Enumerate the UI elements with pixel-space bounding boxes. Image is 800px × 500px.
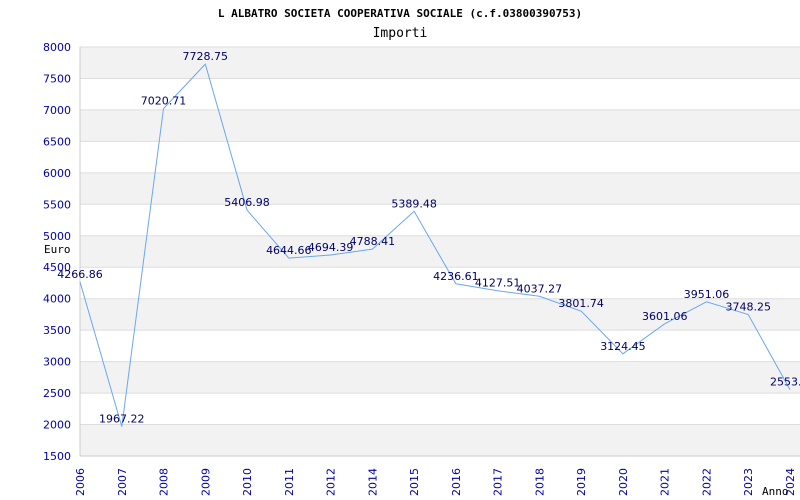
x-tick-label: 2023 <box>742 468 755 496</box>
x-tick-label: 2022 <box>700 468 713 496</box>
data-label: 7020.71 <box>141 95 187 108</box>
x-tick-label: 2006 <box>74 468 87 496</box>
grid-bands <box>80 47 800 456</box>
y-tick-label: 7500 <box>43 72 71 85</box>
x-tick-label: 2021 <box>659 468 672 496</box>
x-tick-label: 2015 <box>408 468 421 496</box>
grid-band <box>80 424 800 456</box>
chart-title: L ALBATRO SOCIETA COOPERATIVA SOCIALE (c… <box>218 7 582 20</box>
data-label: 3801.74 <box>558 297 604 310</box>
data-label: 4788.41 <box>350 235 396 248</box>
x-tick-label: 2012 <box>325 468 338 496</box>
x-tick-label: 2007 <box>116 468 129 496</box>
y-tick-label: 4000 <box>43 293 71 306</box>
y-tick-label: 3500 <box>43 324 71 337</box>
y-tick-label: 5000 <box>43 230 71 243</box>
x-tick-label: 2016 <box>450 468 463 496</box>
data-label: 4127.51 <box>475 277 521 290</box>
y-tick-label: 4500 <box>43 261 71 274</box>
series-line <box>79 63 791 427</box>
y-axis-label: Euro <box>44 243 71 256</box>
data-label: 3748.25 <box>725 301 771 314</box>
x-tick-label: 2011 <box>283 468 296 496</box>
x-tick-label: 2009 <box>199 468 212 496</box>
x-axis-label: Anno <box>762 485 789 498</box>
data-label: 4037.27 <box>517 282 563 295</box>
data-label: 4644.66 <box>266 244 312 257</box>
data-label: 4694.39 <box>308 241 354 254</box>
data-labels: 4266.86 1967.22 7020.71 7728.75 5406.98 4644.… <box>57 50 800 426</box>
data-label: 3951.06 <box>684 288 730 301</box>
data-label: 4266.86 <box>57 268 103 281</box>
grid-band <box>80 172 800 205</box>
data-label: 5389.48 <box>391 197 437 210</box>
x-tick-label: 2017 <box>492 468 505 496</box>
x-tick-label: 2020 <box>617 468 630 496</box>
data-label: 1967.22 <box>99 413 145 426</box>
grid-band <box>80 361 800 394</box>
x-tick-label: 2018 <box>533 468 546 496</box>
y-tick-label: 7000 <box>43 104 71 117</box>
grid-band <box>80 235 800 268</box>
data-label: 5406.98 <box>224 196 270 209</box>
y-tick-label: 1500 <box>43 450 71 463</box>
data-label: 4236.61 <box>433 270 479 283</box>
grid-band <box>80 109 800 142</box>
x-tick-label: 2008 <box>158 468 171 496</box>
data-label: 2553.15 <box>770 376 800 389</box>
grid-lines <box>79 46 800 457</box>
chart-subtitle: Importi <box>373 26 428 41</box>
x-tick-label: 2024 <box>784 468 797 496</box>
x-tick-label: 2019 <box>575 468 588 496</box>
grid-band <box>80 47 800 79</box>
grid-band <box>80 298 800 331</box>
y-tick-label: 8000 <box>43 41 71 54</box>
x-axis-ticks: 2006 2007 2008 2009 2010 2011 2012 2014 2015 2016… <box>74 468 797 496</box>
data-label: 3124.45 <box>600 340 646 353</box>
y-tick-label: 2000 <box>43 419 71 432</box>
y-tick-label: 5500 <box>43 198 71 211</box>
x-tick-label: 2010 <box>241 468 254 496</box>
y-tick-label: 3000 <box>43 356 71 369</box>
y-axis-ticks: 1500 2000 2500 3000 3500 4000 4500 5000 5500 6000… <box>43 41 71 463</box>
y-tick-label: 6000 <box>43 167 71 180</box>
y-tick-label: 2500 <box>43 387 71 400</box>
data-label: 7728.75 <box>183 50 229 63</box>
data-label: 3601.06 <box>642 310 688 323</box>
y-tick-label: 6500 <box>43 135 71 148</box>
x-tick-label: 2014 <box>366 468 379 496</box>
